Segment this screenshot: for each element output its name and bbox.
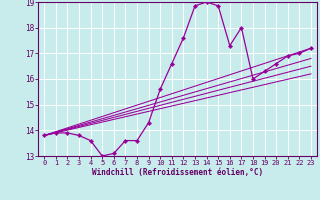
X-axis label: Windchill (Refroidissement éolien,°C): Windchill (Refroidissement éolien,°C) [92,168,263,177]
